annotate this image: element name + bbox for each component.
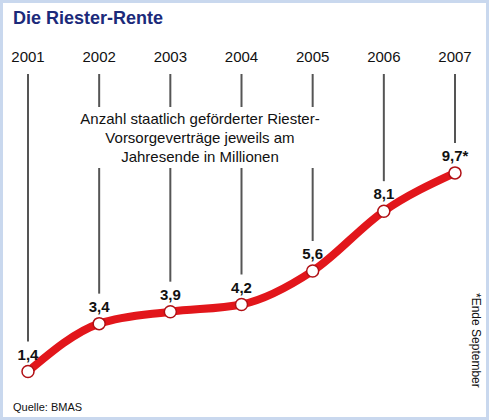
svg-text:3,4: 3,4 <box>89 298 111 315</box>
svg-text:9,7*: 9,7* <box>442 147 469 164</box>
svg-text:8,1: 8,1 <box>373 185 394 202</box>
svg-text:4,2: 4,2 <box>231 279 252 296</box>
html-text:Quelle: BMAS: Quelle: BMAS <box>13 401 83 413</box>
svg-text:1,4: 1,4 <box>18 346 40 363</box>
svg-text:2002: 2002 <box>82 48 115 65</box>
svg-text:2005: 2005 <box>296 48 329 65</box>
html-text:*Ende September: *Ende September <box>469 293 483 388</box>
svg-text:2001: 2001 <box>11 48 44 65</box>
svg-text:2007: 2007 <box>438 48 471 65</box>
html-text:Anzahl staatlich geförderter R: Anzahl staatlich geförderter Riester-Vor… <box>80 110 320 165</box>
svg-text:5,6: 5,6 <box>302 245 323 262</box>
svg-text:2006: 2006 <box>367 48 400 65</box>
svg-text:2004: 2004 <box>225 48 258 65</box>
svg-text:2003: 2003 <box>154 48 187 65</box>
html-text:Die Riester-Rente: Die Riester-Rente <box>13 8 163 28</box>
svg-text:3,9: 3,9 <box>160 286 181 303</box>
